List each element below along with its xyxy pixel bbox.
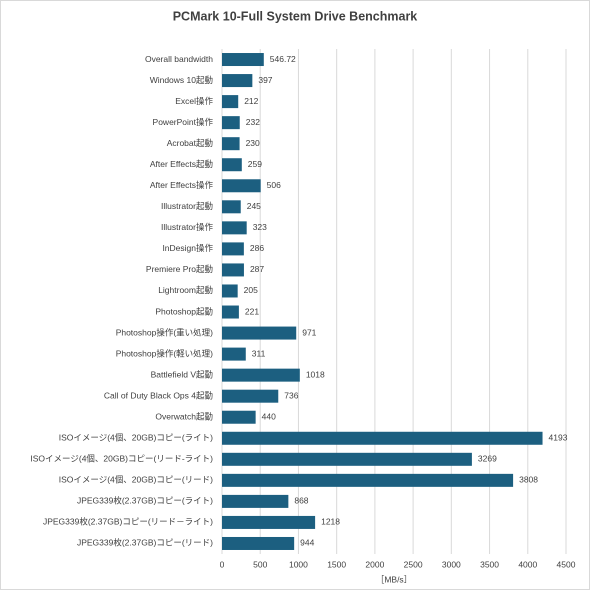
value-label: 205 xyxy=(244,285,258,295)
y-tick-label: ISOイメージ(4個、20GB)コピー(リード) xyxy=(59,475,213,485)
bar xyxy=(222,452,472,466)
y-tick-label: JPEG339枚(2.37GB)コピー(リード) xyxy=(77,538,213,548)
bar xyxy=(222,116,240,130)
value-label: 221 xyxy=(245,306,259,316)
x-tick-label: 2500 xyxy=(404,559,423,569)
bar xyxy=(222,95,239,109)
y-tick-label: Lightroom起動 xyxy=(158,285,213,295)
value-label: 287 xyxy=(250,264,264,274)
value-label: 440 xyxy=(262,411,276,421)
chart-title: PCMark 10-Full System Drive Benchmark xyxy=(173,9,418,23)
y-tick-label: JPEG339枚(2.37GB)コピー(ライト) xyxy=(77,496,213,506)
value-label: 212 xyxy=(244,96,258,106)
bar xyxy=(222,494,289,508)
bar xyxy=(222,221,247,235)
value-label: 546.72 xyxy=(270,54,296,64)
bar xyxy=(222,389,279,403)
y-tick-label: Overwatch起動 xyxy=(155,411,213,421)
value-label: 868 xyxy=(294,496,308,506)
y-tick-label: After Effects操作 xyxy=(150,180,214,190)
y-tick-label: Illustrator起動 xyxy=(161,201,213,211)
y-tick-label: Call of Duty Black Ops 4起動 xyxy=(104,390,213,400)
bar xyxy=(222,410,256,424)
y-tick-label: Excel操作 xyxy=(175,96,213,106)
y-tick-label: ISOイメージ(4個、20GB)コピー(ライト) xyxy=(59,433,213,443)
x-tick-label: 4000 xyxy=(518,559,537,569)
bar xyxy=(222,242,244,256)
bar xyxy=(222,179,261,193)
bar xyxy=(222,284,238,298)
x-tick-label: 1000 xyxy=(289,559,308,569)
y-tick-label: Photoshop操作(軽い処理) xyxy=(116,348,213,358)
y-tick-label: PowerPoint操作 xyxy=(153,117,214,127)
bar xyxy=(222,368,300,382)
y-tick-label: InDesign操作 xyxy=(162,243,213,253)
bar xyxy=(222,536,295,550)
value-label: 944 xyxy=(300,538,314,548)
y-tick-label: Windows 10起動 xyxy=(150,75,213,85)
bar xyxy=(222,74,253,88)
bar xyxy=(222,200,241,214)
bar xyxy=(222,53,264,67)
value-label: 245 xyxy=(247,201,261,211)
bar xyxy=(222,473,514,487)
y-tick-label: Overall bandwidth xyxy=(145,54,213,64)
value-label: 286 xyxy=(250,243,264,253)
y-tick-label: Premiere Pro起動 xyxy=(146,264,213,274)
value-label: 1218 xyxy=(321,517,340,527)
y-tick-label: Photoshop操作(重い処理) xyxy=(116,327,213,337)
value-label: 3269 xyxy=(478,454,497,464)
x-tick-label: 4500 xyxy=(557,559,576,569)
y-tick-label: ISOイメージ(4個、20GB)コピー(リード-ライト) xyxy=(30,454,213,464)
value-label: 323 xyxy=(253,222,267,232)
bar xyxy=(222,137,240,151)
bar xyxy=(222,326,297,340)
y-tick-label: Illustrator操作 xyxy=(161,222,213,232)
bar xyxy=(222,158,242,172)
value-label: 971 xyxy=(302,327,316,337)
value-label: 1018 xyxy=(306,369,325,379)
value-label: 3808 xyxy=(519,475,538,485)
x-axis-label: ［MB/s］ xyxy=(376,574,412,584)
value-label: 230 xyxy=(246,138,260,148)
y-tick-label: Battlefield V起動 xyxy=(151,369,213,379)
y-tick-label: Photoshop起動 xyxy=(155,306,213,316)
x-tick-label: 0 xyxy=(220,559,225,569)
y-tick-label: JPEG339枚(2.37GB)コピー(リード－ライト) xyxy=(43,517,213,527)
value-label: 232 xyxy=(246,117,260,127)
value-label: 311 xyxy=(252,348,266,358)
x-tick-label: 1500 xyxy=(327,559,346,569)
bar xyxy=(222,515,316,529)
value-label: 397 xyxy=(258,75,272,85)
x-tick-label: 500 xyxy=(253,559,267,569)
bar xyxy=(222,305,239,319)
bar xyxy=(222,347,246,361)
bar xyxy=(222,263,244,277)
y-tick-label: Acrobat起動 xyxy=(167,138,213,148)
y-tick-label: After Effects起動 xyxy=(150,159,213,169)
x-tick-label: 3000 xyxy=(442,559,461,569)
x-tick-label: 2000 xyxy=(365,559,384,569)
value-label: 4193 xyxy=(549,433,568,443)
value-label: 736 xyxy=(284,390,298,400)
x-tick-label: 3500 xyxy=(480,559,499,569)
value-label: 259 xyxy=(248,159,262,169)
value-label: 506 xyxy=(267,180,281,190)
bar xyxy=(222,431,543,445)
